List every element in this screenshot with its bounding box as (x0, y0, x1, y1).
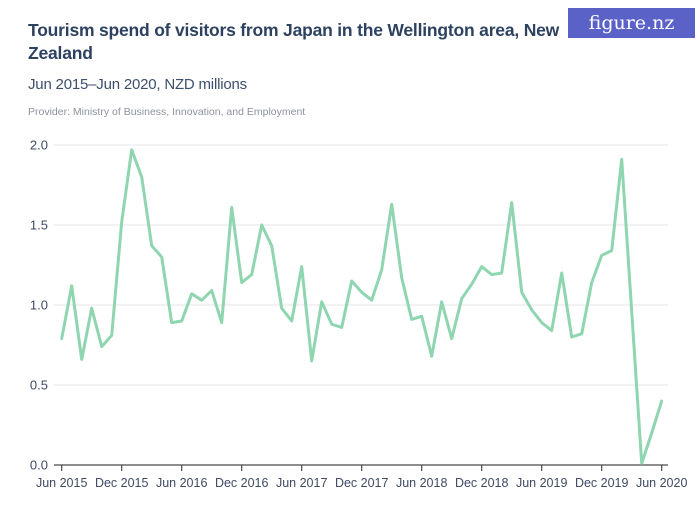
y-tick-label: 0.5 (30, 378, 48, 393)
data-line (60, 148, 664, 465)
y-tick-label: 1.5 (30, 218, 48, 233)
y-tick-label: 0.0 (30, 458, 48, 473)
x-tick-label: Dec 2016 (215, 476, 269, 490)
x-tick-label: Jun 2019 (516, 476, 567, 490)
x-tick-label: Dec 2019 (575, 476, 629, 490)
x-tick-label: Jun 2017 (276, 476, 327, 490)
x-tick-label: Dec 2018 (455, 476, 509, 490)
y-tick-label: 2.0 (30, 138, 48, 153)
x-tick-label: Dec 2015 (95, 476, 149, 490)
x-tick-label: Jun 2018 (396, 476, 447, 490)
x-tick-label: Jun 2020 (636, 476, 687, 490)
page-title: Tourism spend of visitors from Japan in … (28, 20, 560, 63)
x-tick-label: Dec 2017 (335, 476, 389, 490)
provider-note: Provider: Ministry of Business, Innovati… (28, 106, 306, 118)
x-tick-label: Jun 2015 (36, 476, 87, 490)
y-tick-label: 1.0 (30, 298, 48, 313)
figurenz-logo[interactable]: figure.nz (568, 8, 695, 38)
x-tick-label: Jun 2016 (156, 476, 207, 490)
chart-subtitle: Jun 2015–Jun 2020, NZD millions (28, 76, 247, 93)
